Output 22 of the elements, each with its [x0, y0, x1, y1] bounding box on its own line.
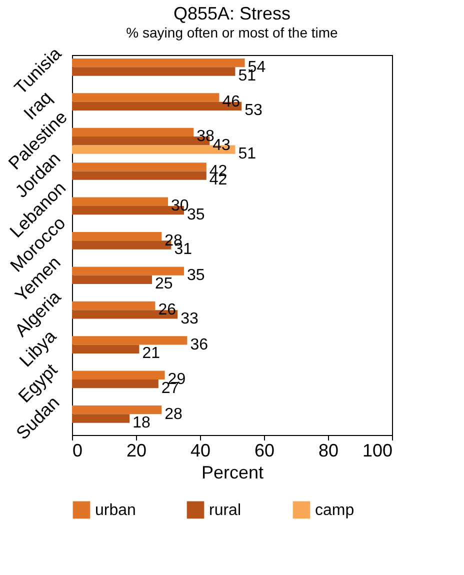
data-label: 18: [132, 414, 150, 432]
x-tick-label: 80: [318, 440, 339, 460]
chart-title: Q855A: Stress: [173, 3, 291, 24]
chart-subtitle: % saying often or most of the time: [126, 24, 338, 40]
data-label: 53: [244, 102, 262, 120]
data-label: 35: [187, 267, 205, 284]
data-label: 28: [164, 406, 182, 423]
data-label: 51: [238, 146, 256, 163]
data-label: 33: [180, 310, 198, 328]
legend-label: camp: [315, 502, 354, 519]
x-tick-label: 60: [254, 440, 275, 460]
legend-label: rural: [209, 502, 242, 519]
data-label: 21: [142, 345, 160, 362]
x-tick-label: 100: [362, 440, 392, 460]
data-label: 36: [190, 336, 208, 354]
x-tick-label: 0: [72, 440, 83, 460]
data-label: 35: [187, 206, 205, 224]
x-tick-label: 20: [126, 440, 147, 460]
x-axis-title: Percent: [201, 462, 264, 482]
data-label: 25: [155, 276, 173, 293]
x-tick-label: 40: [190, 440, 211, 460]
legend-label: urban: [95, 502, 136, 519]
